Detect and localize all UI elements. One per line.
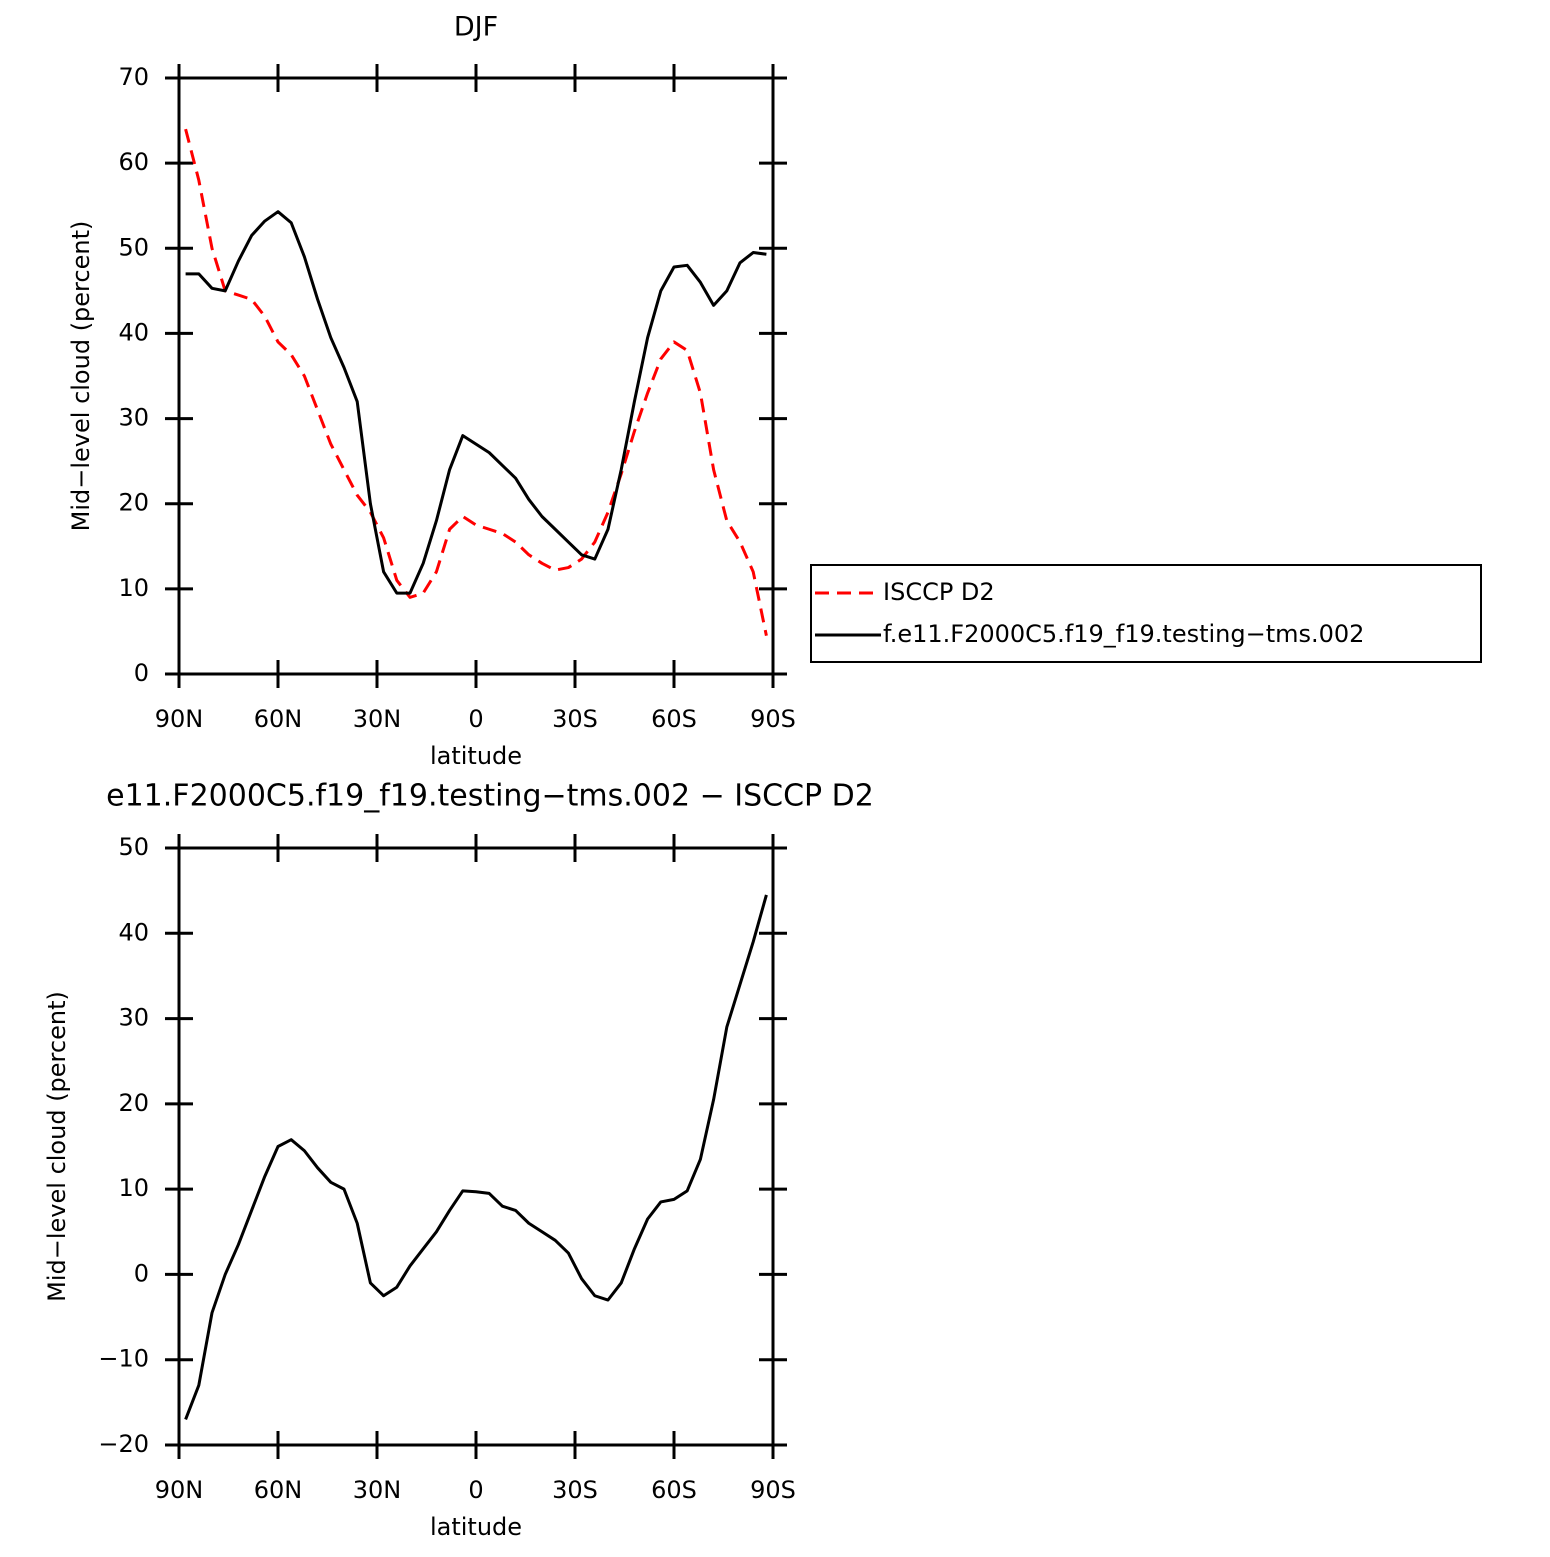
y-tick-label: 10 [118, 574, 149, 602]
x-tick-label: 0 [468, 705, 483, 733]
y-axis-label: Mid−level cloud (percent) [43, 991, 71, 1302]
y-tick-label: −10 [98, 1345, 149, 1373]
chart-title: e11.F2000C5.f19_f19.testing−tms.002 − IS… [106, 779, 874, 814]
x-tick-label: 90S [750, 1476, 796, 1504]
y-tick-label: 30 [118, 1004, 149, 1032]
y-axis-label: Mid−level cloud (percent) [67, 221, 95, 532]
x-tick-label: 30S [552, 1476, 598, 1504]
y-tick-label: 50 [118, 233, 149, 261]
y-tick-label: 20 [118, 489, 149, 517]
legend-label: f.e11.F2000C5.f19_f19.testing−tms.002 [883, 620, 1364, 648]
x-tick-label: 60S [651, 1476, 697, 1504]
x-tick-label: 60S [651, 705, 697, 733]
chart-title: DJF [454, 12, 498, 43]
y-tick-label: 20 [118, 1089, 149, 1117]
y-tick-label: 40 [118, 318, 149, 346]
x-tick-label: 60N [254, 1476, 303, 1504]
x-tick-label: 90N [155, 1476, 204, 1504]
x-tick-label: 0 [468, 1476, 483, 1504]
x-tick-label: 90N [155, 705, 204, 733]
y-tick-label: 40 [118, 918, 149, 946]
y-tick-label: 60 [118, 148, 149, 176]
y-tick-label: 50 [118, 833, 149, 861]
x-axis-label: latitude [430, 1513, 522, 1541]
y-tick-label: 70 [118, 63, 149, 91]
x-tick-label: 90S [750, 705, 796, 733]
legend-label: ISCCP D2 [883, 578, 995, 606]
plot-frame [177, 76, 775, 676]
x-axis-label: latitude [430, 742, 522, 770]
x-tick-label: 30N [353, 1476, 402, 1504]
y-tick-label: 0 [134, 1259, 149, 1287]
x-tick-label: 60N [254, 705, 303, 733]
data-line [184, 894, 768, 1420]
y-tick-label: 0 [134, 659, 149, 687]
x-tick-label: 30N [353, 705, 402, 733]
legend-box [810, 564, 1482, 663]
plot-frame [177, 846, 775, 1447]
data-line [184, 128, 768, 636]
y-tick-label: 10 [118, 1174, 149, 1202]
x-tick-label: 30S [552, 705, 598, 733]
y-tick-label: 30 [118, 404, 149, 432]
data-line [185, 210, 767, 595]
y-tick-label: −20 [98, 1430, 149, 1458]
